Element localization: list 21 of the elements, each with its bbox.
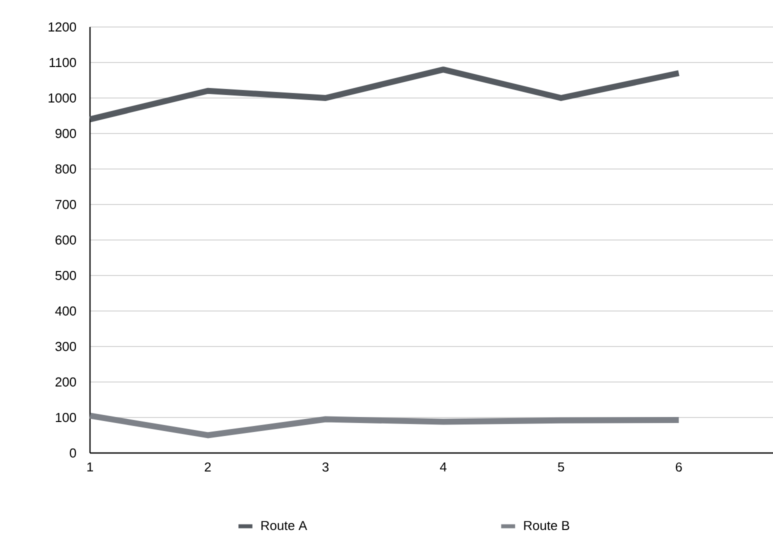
y-tick-label: 300 xyxy=(55,342,76,352)
legend-label: Route B xyxy=(524,521,570,530)
y-tick-label: 1200 xyxy=(48,22,76,32)
x-tick-label: 3 xyxy=(322,462,329,472)
y-tick-label: 900 xyxy=(56,128,76,138)
y-tick-label: 1000 xyxy=(48,93,76,103)
y-tick-label: 200 xyxy=(56,377,76,387)
y-tick-label: 500 xyxy=(55,270,76,280)
x-tick-label: 5 xyxy=(558,462,564,472)
x-tick-label: 6 xyxy=(676,462,682,472)
y-tick-label: 1100 xyxy=(50,58,76,68)
x-tick-label: 1 xyxy=(87,462,93,472)
y-tick-label: 800 xyxy=(55,164,76,174)
x-tick-label: 2 xyxy=(204,462,211,472)
y-tick-label: 0 xyxy=(70,448,76,458)
x-tick-label: 4 xyxy=(440,462,447,472)
y-tick-label: 400 xyxy=(55,306,76,316)
legend-label: Route A xyxy=(261,521,308,530)
y-tick-label: 700 xyxy=(56,200,76,210)
y-tick-label: 100 xyxy=(56,412,76,422)
y-tick-label: 600 xyxy=(56,235,76,245)
